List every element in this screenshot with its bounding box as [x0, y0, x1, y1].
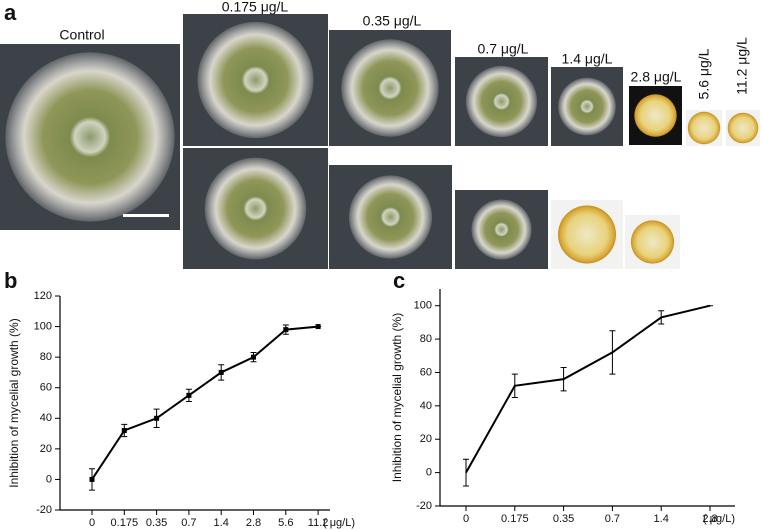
x-tick-label: 0.7 [181, 517, 196, 529]
marker [315, 324, 321, 330]
photo-label: 5.6 μg/L [696, 48, 712, 99]
photo-label: 0.175 μg/L [222, 0, 289, 15]
y-tick-label: 20 [420, 433, 432, 445]
error-bar [609, 330, 616, 375]
photo-label: 1.4 μg/L [562, 51, 613, 67]
marker [121, 428, 127, 434]
x-unit: ( μg/L) [323, 517, 355, 529]
y-tick-label: -20 [36, 504, 52, 516]
y-tick-label: 20 [40, 443, 52, 455]
axis [59, 296, 330, 511]
y-tick-label: -20 [416, 500, 432, 512]
x-tick-label: 0 [89, 517, 95, 529]
marker [218, 369, 224, 375]
x-tick-label: 0.175 [501, 513, 529, 525]
colony [197, 21, 314, 139]
panel-label: b [4, 268, 17, 293]
x-tick-label: 2.8 [246, 517, 261, 529]
colony [465, 65, 538, 138]
colony [471, 199, 532, 260]
line [465, 304, 711, 474]
x-tick-label: 0.175 [111, 517, 139, 529]
colony [558, 205, 616, 264]
x-tick-label: 11.2 [308, 517, 329, 529]
photo-label: 2.8 μg/L [631, 69, 682, 85]
marker [186, 392, 192, 398]
y-tick-label: 40 [420, 400, 432, 412]
colony [687, 111, 721, 145]
photo-label: Control [59, 27, 104, 43]
colony [634, 94, 677, 137]
scale-bar [123, 214, 169, 217]
marker [251, 354, 256, 360]
error-bar [658, 310, 665, 325]
y-tick-label: 80 [40, 351, 52, 363]
colony [727, 112, 759, 144]
colony [630, 220, 675, 264]
error-bar [463, 458, 469, 487]
marker [283, 327, 289, 333]
axis [439, 289, 735, 507]
x-tick-label: 5.6 [278, 517, 293, 529]
marker [154, 415, 160, 421]
photo-panel [0, 14, 760, 269]
panel-label: a [4, 0, 17, 25]
y-tick-label: 0 [46, 473, 52, 485]
x-tick-label: 1.4 [654, 513, 669, 525]
x-tick-label: 0.7 [605, 513, 620, 525]
x-tick-label: 2.8 [702, 513, 717, 525]
x-tick-label: 1.4 [214, 517, 229, 529]
marker [89, 476, 95, 482]
error-bar [511, 373, 518, 398]
x-tick-label: 0 [463, 513, 469, 525]
y-tick-label: 0 [426, 467, 432, 479]
y-tick-label: 60 [40, 382, 52, 394]
x-unit: ( μg/L) [703, 513, 735, 525]
colony [348, 175, 433, 259]
y-tick-label: 60 [420, 366, 432, 378]
photo-label: 0.35 μg/L [363, 13, 422, 29]
photo-label: 11.2 μg/L [734, 37, 750, 95]
y-tick-label: 100 [414, 300, 432, 312]
y-tick-label: 100 [34, 320, 52, 332]
line [91, 325, 319, 480]
colony [341, 39, 439, 137]
y-axis-label: Inhibition of mycelial growth (%) [7, 318, 21, 487]
photo-label: 0.7 μg/L [478, 41, 529, 57]
colony [204, 157, 307, 260]
y-tick-label: 40 [40, 412, 52, 424]
colony [5, 52, 175, 222]
y-tick-label: 80 [420, 333, 432, 345]
error-bar [560, 366, 567, 392]
x-tick-label: 0.35 [146, 517, 167, 529]
y-tick-label: 120 [34, 290, 52, 302]
panel-label: c [393, 268, 405, 293]
colony [558, 77, 616, 136]
x-tick-label: 0.35 [553, 513, 574, 525]
y-axis-label: Inhibition of mycelial growth (%) [390, 313, 404, 482]
